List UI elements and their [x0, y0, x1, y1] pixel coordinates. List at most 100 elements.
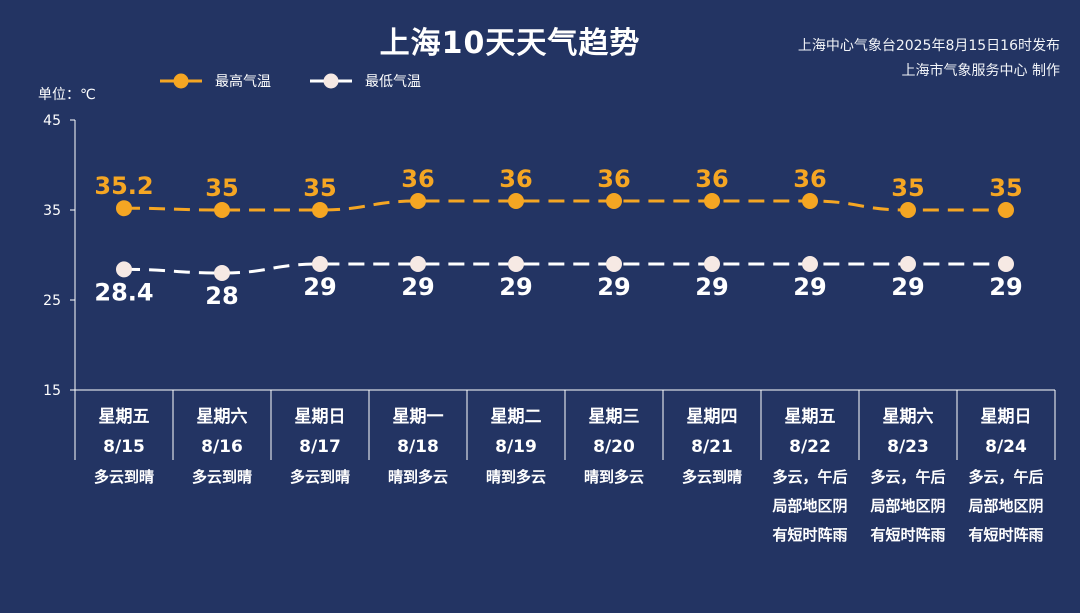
- high-temp-point: [606, 193, 622, 209]
- weather-description: 多云，午后局部地区阴有短时阵雨: [859, 463, 957, 550]
- y-tick-label: 45: [43, 113, 61, 129]
- data-points: [116, 193, 1014, 281]
- low-temp-point: [410, 256, 426, 272]
- weather-line: 多云到晴: [93, 468, 154, 486]
- weather-line: 局部地区阴: [968, 497, 1044, 515]
- high-temp-label: 36: [499, 165, 532, 193]
- weather-description: 晴到多云: [369, 463, 467, 492]
- weather-line: 晴到多云: [485, 468, 546, 486]
- weather-line: 有短时阵雨: [968, 526, 1044, 544]
- low-temp-point: [802, 256, 818, 272]
- high-temp-point: [998, 202, 1014, 218]
- low-temp-label: 29: [891, 273, 924, 301]
- date-label: 8/20: [593, 437, 635, 457]
- high-temp-point: [312, 202, 328, 218]
- low-temp-label: 29: [695, 273, 728, 301]
- weather-description: 多云到晴: [75, 463, 173, 492]
- date-label: 8/18: [397, 437, 439, 457]
- y-axis-unit-label: 单位：℃: [38, 87, 96, 103]
- weather-line: 局部地区阴: [870, 497, 946, 515]
- high-temp-label: 35: [205, 174, 238, 202]
- weekday-label: 星期日: [295, 407, 346, 427]
- date-label: 8/16: [201, 437, 243, 457]
- weekday-label: 星期六: [883, 406, 934, 427]
- high-temp-label: 36: [695, 165, 728, 193]
- weather-description: 多云到晴: [173, 463, 271, 492]
- legend: 最高气温 最低气温: [160, 73, 421, 90]
- high-temp-label: 35: [891, 174, 924, 202]
- weekday-label: 星期五: [785, 407, 836, 427]
- date-label: 8/21: [691, 437, 733, 457]
- low-temp-label: 29: [597, 273, 630, 301]
- high-temp-point: [900, 202, 916, 218]
- weather-line: 多云，午后: [968, 468, 1044, 486]
- low-temp-point: [508, 256, 524, 272]
- issuer-text: 上海中心气象台2025年8月15日16时发布: [797, 38, 1060, 54]
- high-temp-label: 36: [401, 165, 434, 193]
- weather-description: 晴到多云: [467, 463, 565, 492]
- low-temp-point: [998, 256, 1014, 272]
- high-temp-point: [214, 202, 230, 218]
- high-temp-point: [704, 193, 720, 209]
- low-temp-line: [123, 262, 1006, 275]
- weather-line: 多云，午后: [870, 468, 946, 486]
- category-table: 星期五 8/15 星期六 8/16 星期日 8/17 星期一 8/18 星期二 8/19 星期三 8/…: [74, 390, 1056, 460]
- low-temp-label: 29: [401, 273, 434, 301]
- weather-description: 多云，午后局部地区阴有短时阵雨: [957, 463, 1055, 550]
- weather-line: 多云，午后: [772, 468, 848, 486]
- high-temp-label: 35.2: [94, 172, 153, 200]
- high-temp-label: 35: [303, 174, 336, 202]
- date-label: 8/22: [789, 437, 831, 457]
- weekday-label: 星期一: [393, 407, 444, 427]
- y-tick-label: 25: [43, 293, 61, 309]
- high-temp-point: [802, 193, 818, 209]
- weather-description: 多云到晴: [271, 463, 369, 492]
- weather-line: 多云到晴: [681, 468, 742, 486]
- high-temp-point: [508, 193, 524, 209]
- high-temp-label: 36: [597, 165, 630, 193]
- producer-text: 上海市气象服务中心 制作: [901, 63, 1060, 79]
- date-label: 8/19: [495, 437, 537, 457]
- low-temp-point: [704, 256, 720, 272]
- date-label: 8/17: [299, 437, 341, 457]
- legend-marker: [173, 73, 189, 89]
- high-temp-label: 35: [989, 174, 1022, 202]
- low-temp-label: 29: [303, 273, 336, 301]
- low-temp-label: 29: [793, 273, 826, 301]
- weekday-label: 星期六: [197, 406, 248, 427]
- weekday-label: 星期四: [687, 407, 738, 427]
- weather-line: 有短时阵雨: [772, 526, 848, 544]
- low-temp-label: 28.4: [94, 278, 153, 306]
- weather-description: 晴到多云: [565, 463, 663, 492]
- y-tick-label: 15: [43, 383, 61, 399]
- high-temp-point: [410, 193, 426, 209]
- data-labels: 35.2 35 35 36 36 36 36 36 35 35 28.4 28 29 29 29 29 29 29…: [94, 165, 1022, 310]
- chart-title: 上海10天天气趋势: [379, 26, 641, 61]
- low-temp-point: [116, 261, 132, 278]
- weather-description: 多云到晴: [663, 463, 761, 492]
- weather-line: 多云到晴: [289, 468, 350, 486]
- weather-line: 局部地区阴: [772, 497, 848, 515]
- axes: 15 25 35 45: [43, 113, 1055, 399]
- low-temp-point: [312, 256, 328, 272]
- weather-description: 多云，午后局部地区阴有短时阵雨: [761, 463, 859, 550]
- weather-line: 有短时阵雨: [870, 526, 946, 544]
- legend-label: 最高气温: [215, 73, 271, 90]
- high-temp-point: [116, 200, 132, 217]
- low-temp-label: 29: [989, 273, 1022, 301]
- legend-label: 最低气温: [365, 74, 421, 90]
- weekday-label: 星期五: [99, 407, 150, 427]
- date-label: 8/24: [985, 437, 1027, 457]
- low-temp-point: [606, 256, 622, 272]
- weekday-label: 星期二: [491, 407, 542, 427]
- legend-marker: [323, 73, 339, 89]
- weekday-label: 星期日: [981, 407, 1032, 427]
- high-temp-label: 36: [793, 165, 826, 193]
- low-temp-point: [900, 256, 916, 272]
- weather-line: 多云到晴: [191, 468, 252, 486]
- date-label: 8/15: [103, 437, 145, 457]
- high-temp-line: [123, 199, 1006, 212]
- low-temp-point: [214, 265, 230, 281]
- weekday-label: 星期三: [589, 407, 640, 427]
